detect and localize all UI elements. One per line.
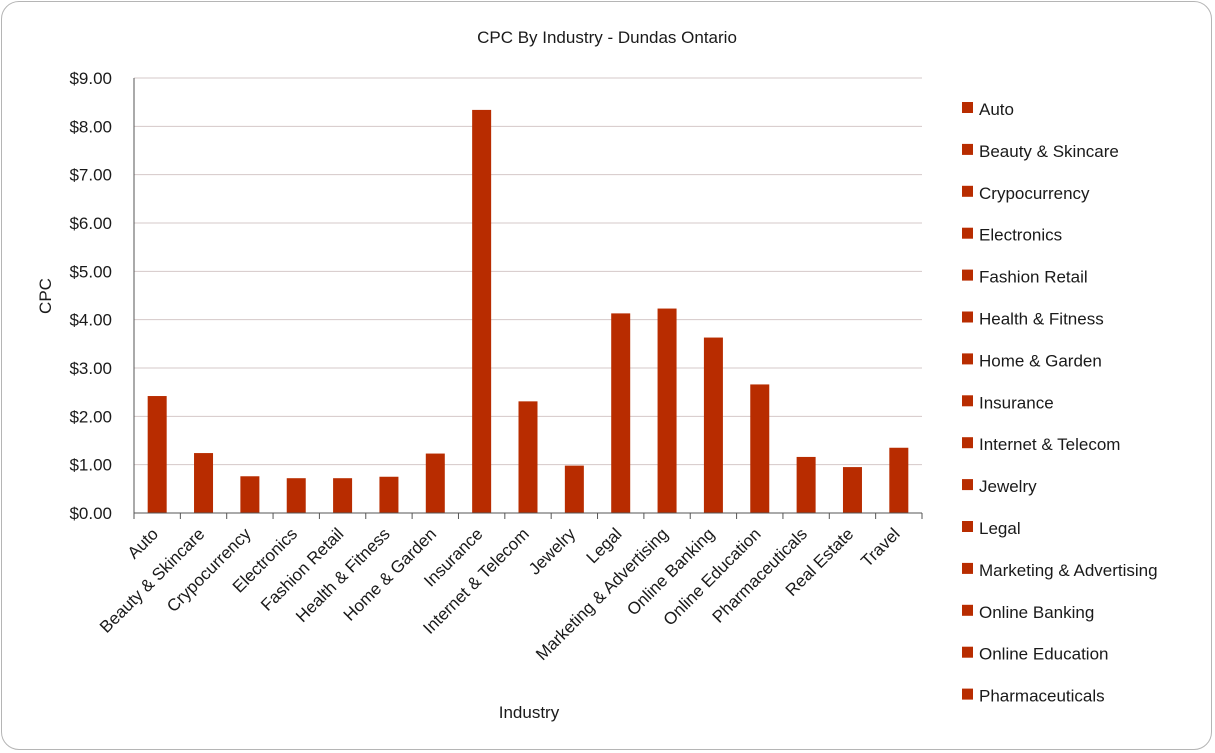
legend-label: Online Banking: [979, 603, 1094, 622]
bar: [889, 447, 909, 513]
x-tick-label: Jewelry: [525, 524, 580, 579]
bar: [379, 476, 399, 513]
legend-label: Marketing & Advertising: [979, 561, 1158, 580]
y-tick-label: $8.00: [69, 117, 112, 136]
bar: [842, 467, 862, 513]
y-tick-label: $6.00: [69, 214, 112, 233]
legend-label: Internet & Telecom: [979, 435, 1120, 454]
legend-label: Jewelry: [979, 477, 1037, 496]
legend-swatch: [962, 646, 973, 658]
legend-swatch: [962, 353, 973, 365]
legend-swatch: [962, 102, 973, 113]
bar: [750, 384, 770, 513]
bar: [657, 308, 677, 513]
legend-label: Home & Garden: [979, 351, 1102, 370]
y-tick-label: $7.00: [69, 166, 112, 185]
legend-label: Fashion Retail: [979, 268, 1088, 287]
bar: [518, 401, 538, 513]
bar: [425, 453, 445, 513]
legend-label: Online Education: [979, 645, 1108, 664]
x-axis-title: Industry: [499, 703, 560, 722]
legend: Auto Beauty & Skincare Crypocurrency Electr…: [962, 100, 1158, 706]
legend-swatch: [962, 562, 973, 574]
y-tick-label: $2.00: [69, 407, 112, 426]
chart-title: CPC By Industry - Dundas Ontario: [477, 28, 737, 47]
legend-swatch: [962, 311, 973, 323]
axes: $0.00 $1.00 $2.00 $3.00 $4.00 $5.00 $6.00 $7.00…: [69, 69, 923, 664]
legend-swatch: [962, 227, 973, 239]
legend-swatch: [962, 521, 973, 532]
legend-swatch: [962, 688, 973, 700]
y-tick-label: $1.00: [69, 456, 112, 475]
legend-swatch: [962, 479, 973, 491]
x-tick-label: Legal: [583, 524, 626, 567]
bar: [147, 396, 167, 513]
bar: [333, 478, 353, 513]
legend-label: Legal: [979, 519, 1021, 538]
bar: [240, 476, 260, 513]
legend-swatch: [962, 395, 973, 407]
y-axis-title: CPC: [36, 278, 55, 314]
bar: [472, 109, 492, 514]
legend-label: Electronics: [979, 226, 1062, 245]
y-tick-label: $0.00: [69, 504, 112, 523]
bars: [147, 109, 909, 514]
y-tick-label: $4.00: [69, 311, 112, 330]
grid: [134, 77, 922, 466]
legend-swatch: [962, 185, 973, 197]
legend-label: Auto: [979, 100, 1014, 119]
legend-swatch: [962, 604, 973, 616]
bar: [611, 313, 631, 513]
legend-label: Insurance: [979, 393, 1054, 412]
legend-swatch: [962, 269, 973, 281]
y-tick-label: $9.00: [69, 69, 112, 88]
legend-label: Beauty & Skincare: [979, 142, 1119, 161]
legend-label: Crypocurrency: [979, 184, 1090, 203]
legend-swatch: [962, 437, 973, 449]
legend-label: Pharmaceuticals: [979, 687, 1105, 706]
bar: [564, 465, 584, 513]
legend-label: Health & Fitness: [979, 310, 1104, 329]
y-tick-label: $3.00: [69, 359, 112, 378]
x-tick-label: Travel: [857, 524, 903, 570]
legend-swatch: [962, 143, 973, 155]
bar: [194, 453, 214, 513]
bar: [703, 337, 723, 513]
x-tick-label: Auto: [124, 524, 162, 562]
bar: [796, 456, 816, 513]
bar: [286, 478, 306, 513]
y-tick-label: $5.00: [69, 262, 112, 281]
